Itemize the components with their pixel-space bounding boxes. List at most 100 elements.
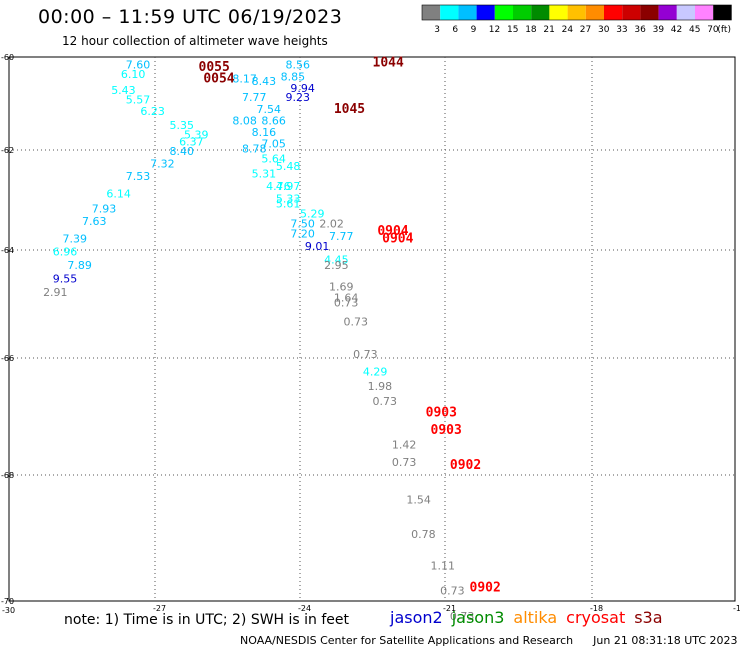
pass-time-label: 1045: [334, 102, 365, 117]
scale-tick-label: 45: [689, 25, 700, 35]
pass-time-label: 0055: [199, 60, 230, 75]
wave-height-value: 5.35: [170, 119, 195, 132]
wave-height-value: 7.60: [126, 59, 151, 72]
footer-note: note: 1) Time is in UTC; 2) SWH is in fe…: [64, 612, 350, 628]
pass-time-label: 0903: [431, 423, 462, 438]
wave-height-value: 5.48: [276, 160, 301, 173]
wave-height-value: 7.32: [150, 158, 175, 171]
wave-height-value: 0.78: [411, 528, 436, 541]
wave-height-value: 5.29: [300, 208, 325, 221]
wave-height-value: 7.05: [261, 138, 286, 151]
scale-swatch: [695, 5, 714, 20]
wave-height-value: 0.73: [440, 585, 465, 598]
lon-tick-label: -15: [733, 604, 740, 613]
scale-swatch: [622, 5, 641, 20]
scale-tick-label: 9: [471, 25, 477, 35]
satellite-legend-altika: altika: [513, 608, 558, 627]
scale-tick-label: 70: [707, 25, 719, 35]
wave-height-value: 5.31: [252, 168, 277, 181]
lon-tick-label: -21: [443, 604, 456, 613]
scale-tick-label: 42: [671, 25, 682, 35]
pass-time-label: 0902: [470, 581, 501, 596]
wave-height-value: 7.77: [242, 91, 267, 104]
pass-time-label: 0903: [426, 406, 457, 421]
scale-tick-label: 27: [580, 25, 591, 35]
scale-swatch: [513, 5, 532, 20]
satellite-legend-jason2: jason2: [390, 608, 443, 627]
wave-height-value: 7.93: [92, 203, 117, 216]
scale-tick-label: 12: [489, 25, 500, 35]
wave-height-value: 4.97: [276, 180, 301, 193]
wave-height-value: 6.10: [121, 68, 146, 81]
page-subtitle: 12 hour collection of altimeter wave hei…: [62, 34, 328, 48]
wave-height-value: 0.73: [344, 316, 369, 329]
wave-height-value: 8.17: [232, 73, 256, 86]
wave-height-value: 0.73: [450, 610, 475, 623]
scale-swatch: [567, 5, 586, 20]
plot-frame: [8, 56, 736, 602]
lat-tick-label: -60: [1, 53, 14, 62]
satellite-legend: jason2 jason3 altika cryosat s3a: [390, 608, 672, 627]
lon-tick-label: -27: [153, 604, 166, 613]
wave-height-value: 9.01: [305, 240, 330, 253]
scale-tick-label: 18: [525, 25, 537, 35]
wave-height-value: 6.23: [140, 105, 165, 118]
wave-height-value: 7.20: [290, 228, 315, 241]
wave-height-value: 0.73: [373, 395, 398, 408]
wave-height-value: 8.56: [286, 59, 311, 72]
scale-swatch: [676, 5, 695, 20]
scale-tick-label: 3: [434, 25, 440, 35]
footer-credit: NOAA/NESDIS Center for Satellite Applica…: [240, 634, 738, 647]
pass-time-label: 0902: [450, 458, 481, 473]
lat-tick-label: -70: [1, 597, 14, 606]
pass-time-label: 1044: [373, 55, 404, 70]
scale-swatch: [604, 5, 623, 20]
wave-height-value: 4.45: [324, 254, 349, 267]
wave-height-value: 6.14: [106, 188, 131, 201]
wave-height-value: 1.69: [329, 281, 354, 294]
scale-swatch: [476, 5, 495, 20]
satellite-legend-jason3: jason3: [451, 608, 505, 627]
scale-tick-label: 33: [616, 25, 627, 35]
scale-swatch: [713, 5, 732, 20]
scale-swatch: [549, 5, 568, 20]
scale-border: [421, 4, 732, 21]
wave-height-value: 5.39: [184, 128, 209, 141]
pass-time-label: 0904: [377, 224, 408, 239]
lon-tick-label: -30: [2, 606, 15, 615]
lat-tick-label: -66: [1, 354, 14, 363]
wave-height-value: 1.42: [392, 439, 417, 452]
wave-height-value: 8.43: [252, 75, 277, 88]
lat-tick-label: -64: [1, 246, 14, 255]
wave-height-value: 8.40: [170, 145, 195, 158]
scale-swatch: [422, 5, 441, 20]
wave-height-value: 0.73: [334, 297, 359, 310]
wave-height-value: 5.61: [276, 198, 301, 211]
wave-height-value: 1.11: [431, 560, 456, 573]
credit-text: NOAA/NESDIS Center for Satellite Applica…: [240, 634, 574, 647]
scale-swatch: [531, 5, 550, 20]
wave-height-value: 8.78: [242, 143, 267, 156]
pass-time-label: 0904: [382, 232, 413, 247]
page-title: 00:00 – 11:59 UTC 06/19/2023: [38, 6, 343, 28]
wave-height-value: 2.95: [324, 259, 349, 272]
scale-swatch: [640, 5, 659, 20]
wave-height-value: 2.02: [319, 218, 344, 231]
scale-tick-label: 39: [653, 25, 665, 35]
wave-height-value: 8.85: [281, 70, 306, 83]
wave-height-value: 1.64: [334, 291, 359, 304]
wave-height-value: 7.39: [63, 233, 88, 246]
wave-height-value: 0.73: [353, 348, 378, 361]
wave-height-value: 5.43: [111, 84, 136, 97]
wave-height-value: 1.98: [368, 380, 393, 393]
wave-height-value: 9.94: [290, 82, 315, 95]
wave-height-value: 0.73: [392, 456, 417, 469]
scale-tick-label: 15: [507, 25, 518, 35]
scale-tick-label: 36: [634, 25, 646, 35]
scale-tick-label: 6: [452, 25, 458, 35]
wave-height-value: 9.55: [53, 272, 78, 285]
scale-tick-label: 21: [543, 25, 554, 35]
wave-height-value: 6.96: [53, 245, 78, 258]
wave-height-value: 5.33: [276, 193, 301, 206]
